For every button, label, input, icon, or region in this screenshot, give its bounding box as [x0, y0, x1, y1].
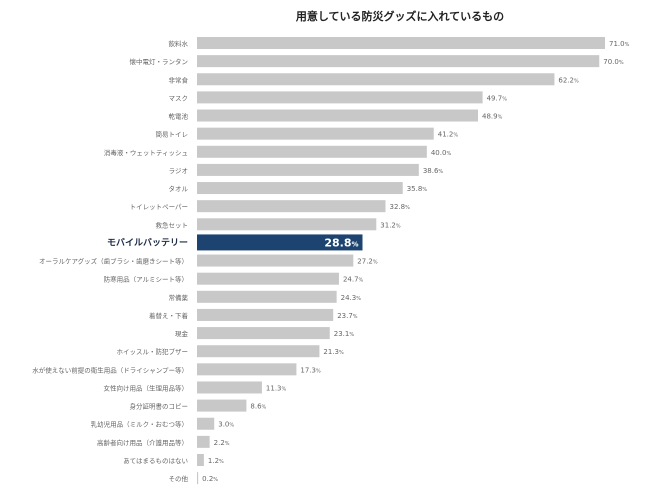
bar — [197, 109, 479, 122]
category-label: その他 — [169, 474, 189, 483]
value-label: 8.6% — [250, 403, 266, 411]
category-label: 救急セット — [156, 220, 189, 229]
bar — [197, 381, 262, 394]
value-label: 32.8% — [389, 203, 410, 211]
category-label: ラジオ — [169, 167, 188, 175]
category-label: 飲料水 — [169, 39, 189, 48]
value-label: 0.2% — [202, 475, 218, 483]
chart-title: 用意している防災グッズに入れているもの — [295, 10, 505, 23]
value-label: 35.8% — [407, 185, 428, 193]
value-label: 23.7% — [337, 312, 358, 320]
category-label: ホイッスル・防犯ブザー — [117, 347, 189, 356]
bar — [197, 417, 215, 430]
bar — [197, 73, 555, 86]
bar — [197, 453, 204, 466]
value-label: 48.9% — [482, 113, 503, 121]
bar — [197, 254, 354, 267]
value-label: 17.3% — [300, 366, 321, 374]
value-label: 28.8% — [324, 236, 358, 249]
value-label: 21.3% — [323, 348, 344, 356]
category-label: 水が使えない前提の衛生用品（ドライシャンプー等） — [32, 365, 188, 374]
category-label: モバイルバッテリー — [107, 237, 188, 248]
category-label: 消毒液・ウェットティッシュ — [104, 148, 188, 157]
bar — [197, 200, 386, 213]
category-label: あてはまるものはない — [123, 457, 188, 465]
category-label: 乾電池 — [169, 112, 189, 121]
bar — [197, 272, 339, 285]
category-label: 身分証明書のコピー — [130, 402, 189, 411]
value-label: 27.2% — [357, 258, 378, 266]
category-label: 常備薬 — [169, 293, 189, 302]
category-label: 簡易トイレ — [156, 130, 189, 139]
category-label: 乳幼児用品（ミルク・おむつ等） — [91, 420, 188, 429]
bar — [197, 91, 483, 104]
category-label: タオル — [169, 184, 189, 193]
value-label: 40.0% — [431, 149, 452, 157]
bar — [197, 308, 334, 321]
category-label: 着替え・下着 — [149, 311, 189, 320]
value-label: 23.1% — [334, 330, 355, 338]
bar — [197, 127, 434, 140]
value-label: 3.0% — [218, 421, 234, 429]
bar — [197, 472, 199, 485]
category-label: 現金 — [175, 329, 189, 338]
bar — [197, 182, 403, 195]
value-label: 38.6% — [423, 167, 444, 175]
bar — [197, 327, 330, 340]
value-label: 70.0% — [603, 58, 624, 66]
bar — [197, 399, 247, 412]
category-label: オーラルケアグッズ（歯ブラシ・歯磨きシート等） — [39, 257, 188, 266]
value-label: 24.7% — [343, 276, 364, 284]
value-label: 62.2% — [558, 76, 579, 84]
category-label: マスク — [169, 94, 189, 102]
bar — [197, 290, 337, 303]
bar — [197, 145, 427, 158]
category-label: 高齢者向け用品（介護用品等） — [97, 438, 188, 447]
bar — [197, 234, 363, 251]
value-label: 49.7% — [487, 94, 508, 102]
value-label: 2.2% — [214, 439, 230, 447]
bar — [197, 37, 605, 49]
category-label: 女性向け用品（生理用品等） — [104, 383, 189, 392]
value-label: 71.0% — [609, 40, 630, 48]
bar — [197, 163, 419, 176]
bar — [197, 218, 377, 231]
value-label: 24.3% — [341, 294, 362, 302]
value-label: 1.2% — [208, 457, 224, 465]
bar — [197, 345, 320, 358]
bar — [197, 363, 297, 376]
category-label: 懐中電灯・ランタン — [130, 57, 189, 66]
bar — [197, 55, 600, 68]
category-label: トイレットペーパー — [130, 203, 188, 211]
value-label: 11.3% — [266, 384, 287, 392]
category-label: 非常食 — [169, 75, 189, 84]
category-label: 防寒用品（アルミシート等） — [104, 275, 188, 284]
value-label: 31.2% — [380, 221, 401, 229]
bar — [197, 435, 210, 448]
value-label: 41.2% — [438, 131, 459, 139]
